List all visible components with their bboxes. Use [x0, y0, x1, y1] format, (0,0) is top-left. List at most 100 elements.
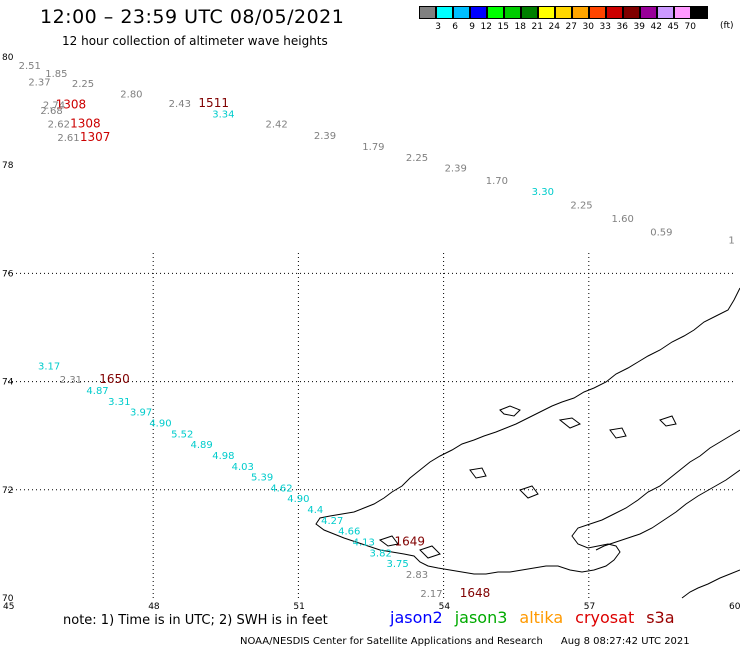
coastline-path — [595, 469, 740, 551]
legend-label: 33 — [599, 22, 611, 32]
wave-height-label: 4.66 — [338, 527, 360, 538]
wave-height-label: 3.75 — [386, 559, 408, 570]
wave-height-label: 0.59 — [650, 228, 672, 239]
coastline-path — [681, 569, 740, 599]
wave-height-label: 3.17 — [38, 362, 60, 373]
wave-height-label: 4.98 — [212, 451, 234, 462]
legend-unit: (ft) — [720, 21, 734, 31]
wave-height-label: 5.39 — [251, 473, 273, 484]
latitude-label: 70 — [2, 594, 14, 604]
legend-label: 45 — [667, 22, 679, 32]
wave-height-label: 4.89 — [190, 440, 212, 451]
wave-height-label: 2.25 — [406, 153, 428, 164]
legend-item: 70 — [674, 6, 696, 32]
wave-height-label: 3.97 — [130, 408, 152, 419]
latitude-label: 78 — [2, 161, 14, 171]
island-outline — [469, 467, 487, 479]
island-outline — [519, 485, 539, 499]
legend-item: 33 — [589, 6, 611, 32]
latitude-label: 72 — [2, 486, 13, 496]
satellite-label: jason2 — [390, 608, 443, 627]
legend-swatch — [453, 6, 470, 19]
legend-label: 6 — [452, 22, 458, 32]
legend-label: 21 — [531, 22, 543, 32]
wave-height-label: 3.34 — [212, 110, 234, 121]
longitude-label: 57 — [584, 602, 595, 612]
wave-height-label: 4.62 — [270, 483, 292, 494]
time-label: 1648 — [460, 586, 491, 600]
time-label: 1511 — [198, 96, 229, 110]
legend-label: 9 — [469, 22, 475, 32]
wave-height-label: 2.31 — [60, 375, 82, 386]
legend-swatch — [623, 6, 640, 19]
color-legend: 3 6 9 12 15 18 21 24 27 30 33 36 39 42 45 70 — [419, 6, 709, 32]
island-outline — [609, 427, 627, 439]
longitude-label: 45 — [3, 602, 14, 612]
legend-swatch — [504, 6, 521, 19]
wave-height-label: 4.90 — [149, 419, 171, 430]
island-outline — [419, 545, 441, 559]
legend-item: 6 — [436, 6, 458, 32]
latitude-label: 76 — [2, 269, 14, 279]
wave-height-label: 2.62 — [48, 119, 70, 130]
legend-item: 45 — [657, 6, 679, 32]
legend-item: 9 — [453, 6, 475, 32]
legend-label: 18 — [514, 22, 526, 32]
legend-item: 15 — [487, 6, 509, 32]
wave-height-label: 2.25 — [72, 79, 94, 90]
wave-height-label: 2.42 — [265, 119, 287, 130]
legend-item: 27 — [555, 6, 577, 32]
island-outline — [558, 417, 582, 429]
wave-height-label: 2.17 — [420, 589, 442, 600]
legend-label: 27 — [565, 22, 577, 32]
longitude-label: 51 — [293, 602, 304, 612]
coastline-path — [315, 287, 740, 575]
time-label: 1649 — [394, 535, 425, 549]
wave-height-label: 3.30 — [532, 187, 554, 198]
wave-height-label: 2.51 — [19, 61, 41, 72]
time-label: 1308 — [56, 97, 87, 111]
legend-label: 15 — [497, 22, 509, 32]
satellite-label: altika — [519, 608, 564, 627]
island-outline — [499, 405, 521, 417]
wave-height-label: 2.39 — [314, 131, 336, 142]
legend-swatch — [657, 6, 674, 19]
wave-height-label: 2.83 — [406, 570, 428, 581]
latitude-label: 74 — [2, 378, 14, 388]
legend-label: 70 — [684, 22, 696, 32]
wave-height-label: 5.52 — [171, 429, 193, 440]
footer-credit: NOAA/NESDIS Center for Satellite Applica… — [240, 636, 690, 647]
legend-item: 18 — [504, 6, 526, 32]
wave-height-label: 4.13 — [353, 538, 375, 549]
wave-height-label: 2.61 — [57, 133, 79, 144]
wave-height-label: 3.82 — [370, 548, 392, 559]
legend-swatch — [606, 6, 623, 19]
legend-item — [691, 6, 709, 19]
legend-swatch — [419, 6, 436, 19]
legend-swatch — [487, 6, 504, 19]
legend-label: 12 — [480, 22, 492, 32]
wave-height-label: 3.31 — [108, 397, 130, 408]
satellite-label: jason3 — [454, 608, 508, 627]
legend-swatch — [640, 6, 657, 19]
wave-height-label: 1.85 — [45, 69, 67, 80]
legend-swatch — [691, 6, 708, 19]
wave-height-label: 2.43 — [169, 99, 191, 110]
legend-label: 3 — [435, 22, 441, 32]
longitude-label: 60 — [729, 602, 740, 612]
legend-item: 21 — [521, 6, 543, 32]
legend-label: 24 — [548, 22, 560, 32]
legend-item: 3 — [419, 6, 441, 32]
wave-height-label: 1.60 — [612, 214, 634, 225]
longitude-label: 54 — [439, 602, 451, 612]
legend-label: 42 — [650, 22, 662, 32]
legend-swatch — [436, 6, 453, 19]
wave-height-label: 2.80 — [120, 90, 142, 101]
coastline — [315, 287, 740, 599]
wave-height-label: 4.03 — [232, 462, 254, 473]
time-label: 1650 — [99, 372, 130, 386]
satellite-label: cryosat — [575, 608, 635, 627]
wave-height-label: 2.25 — [570, 200, 592, 211]
